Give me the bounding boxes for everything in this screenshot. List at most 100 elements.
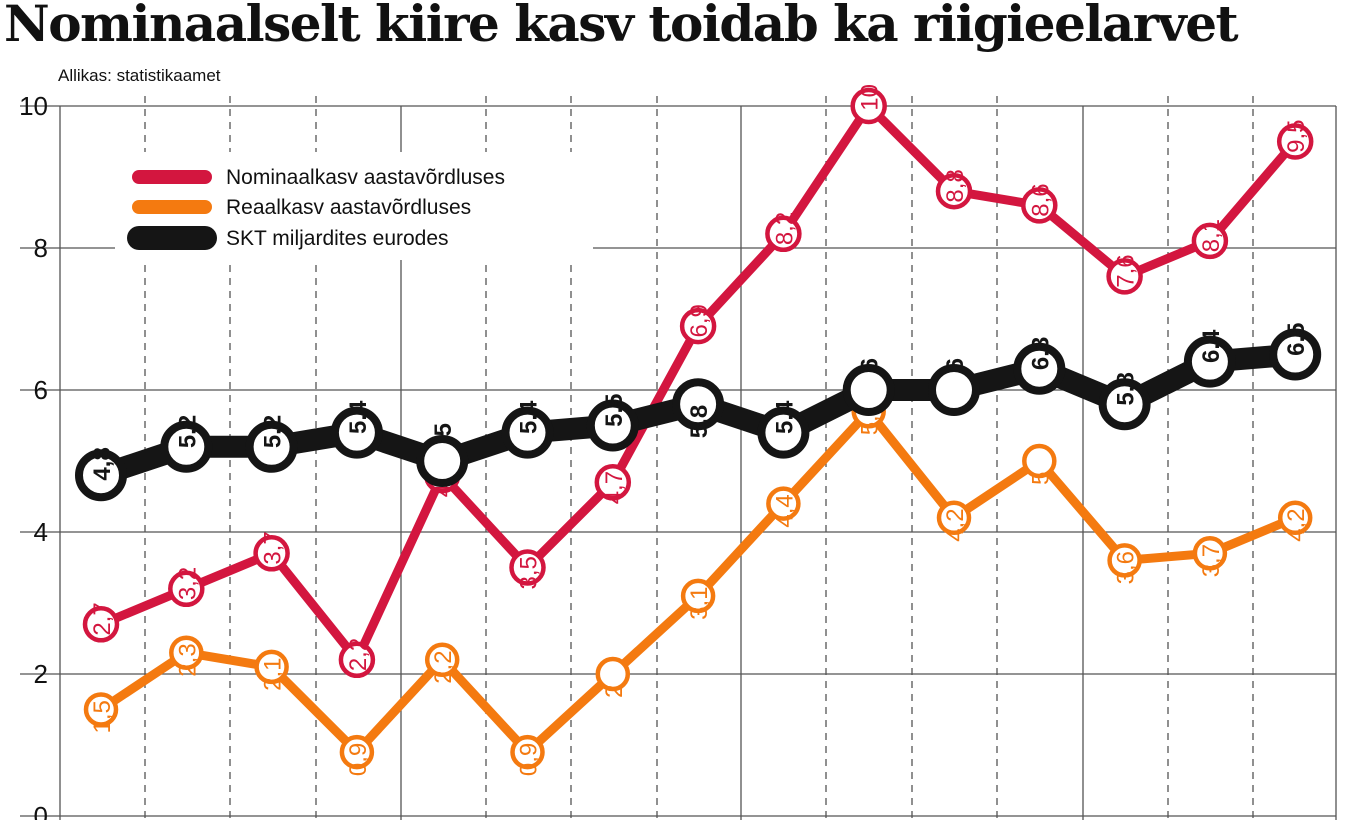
- data-label-real: 2: [601, 685, 628, 698]
- legend-item-nominal: Nominaalkasv aastavõrdluses: [132, 166, 505, 189]
- data-label-nominal: 4,7: [601, 471, 628, 504]
- series-gdp: 4,8 5,2 5,2 5,4 5 5,4 5,5 5,8 5,4 6 6 6,3 5,8 6,4 6,5: [75, 323, 1322, 502]
- data-point-real: [169, 635, 204, 670]
- data-label-gdp: 5,2: [260, 415, 287, 448]
- data-point-real: [595, 656, 631, 692]
- data-label-nominal: 3,7: [260, 531, 287, 564]
- data-point-gdp: [842, 364, 895, 416]
- data-point-real: [1192, 536, 1228, 571]
- data-label-real: 2,3: [174, 643, 201, 676]
- data-point-nominal: [338, 641, 376, 679]
- data-point-nominal: [935, 172, 973, 210]
- data-label-gdp: 6,5: [1283, 323, 1310, 356]
- data-label-real: 2,2: [430, 650, 457, 683]
- legend-label-gdp: SKT miljardites eurodes: [226, 227, 449, 250]
- data-point-gdp: [1183, 335, 1236, 388]
- data-point-nominal: [1021, 187, 1058, 224]
- data-point-real: [1107, 543, 1142, 578]
- data-point-nominal: [253, 535, 290, 572]
- data-point-nominal: [168, 570, 205, 608]
- data-point-real: [1022, 443, 1057, 479]
- series-nominal: 2,7 3,2 3,7 2,2 4,8 3,5 4,7 6,9 8,2 10 8,8 8,6 7,6 8,…: [82, 84, 1314, 679]
- data-point-nominal: [509, 549, 546, 586]
- y-tick-label: 2: [34, 659, 48, 689]
- data-point-nominal: [1276, 123, 1314, 160]
- y-tick-label: 8: [34, 233, 48, 263]
- data-point-gdp: [330, 406, 383, 459]
- data-label-gdp: 5,5: [601, 394, 628, 427]
- legend-item-gdp: SKT miljardites eurodes: [127, 226, 449, 250]
- data-label-nominal: 2,7: [89, 602, 116, 635]
- data-point-real: [424, 642, 460, 678]
- data-point-nominal: [594, 464, 632, 501]
- data-point-real: [510, 734, 545, 770]
- data-label-gdp: 6,4: [1198, 329, 1225, 363]
- data-label-gdp: 6: [942, 358, 969, 371]
- data-point-nominal: [850, 87, 887, 125]
- data-label-gdp: 5,4: [345, 400, 372, 434]
- data-point-gdp: [1269, 328, 1322, 381]
- source-note: Allikas: statistikaamet: [58, 66, 221, 85]
- data-point-gdp: [1098, 378, 1151, 431]
- data-label-real: 3,6: [1113, 551, 1140, 584]
- data-label-gdp: 4,8: [89, 447, 116, 480]
- data-point-gdp: [416, 435, 469, 487]
- data-label-real: 0,9: [516, 743, 543, 776]
- data-point-nominal: [1191, 222, 1229, 260]
- data-point-gdp: [672, 378, 725, 431]
- data-label-gdp: 6,3: [1027, 337, 1054, 370]
- data-label-nominal: 8,6: [1027, 183, 1054, 216]
- series-real: 1,52,3 2,10,92,20,923,14,45,74,253,6 3,74,…: [83, 394, 1313, 776]
- data-point-real: [766, 486, 801, 521]
- data-point-gdp: [928, 364, 980, 416]
- data-label-gdp: 5: [430, 423, 457, 436]
- data-label-real: 4,4: [771, 494, 798, 527]
- data-label-nominal: 3,5: [516, 556, 543, 589]
- chart-title: Nominaalselt kiire kasv toidab ka riigie…: [4, 0, 1239, 53]
- data-label-real: 5: [1027, 472, 1054, 485]
- data-point-gdp: [757, 406, 810, 459]
- y-tick-label: 10: [19, 91, 48, 121]
- data-label-gdp: 5,2: [174, 415, 201, 448]
- data-point-nominal: [765, 215, 802, 253]
- data-label-real: 3,1: [686, 587, 713, 620]
- data-label-gdp: 5,4: [516, 400, 543, 434]
- y-tick-label: 6: [34, 375, 48, 405]
- data-label-gdp: 5,4: [771, 400, 798, 434]
- data-point-real: [339, 734, 375, 770]
- data-point-gdp: [586, 399, 639, 452]
- data-label-nominal: 3,2: [174, 567, 201, 600]
- data-label-nominal: 9,5: [1283, 120, 1310, 153]
- y-tick-label: 0: [34, 801, 48, 820]
- data-point-real: [83, 692, 119, 727]
- data-label-nominal: 2,2: [345, 638, 372, 671]
- data-label-real: 0,9: [345, 743, 372, 776]
- data-label-gdp: 5,8: [686, 405, 713, 438]
- data-label-gdp: 6: [857, 358, 884, 371]
- data-point-nominal: [679, 307, 717, 345]
- data-label-real: 3,7: [1198, 544, 1225, 577]
- data-point-gdp: [160, 420, 213, 473]
- data-point-real: [1277, 500, 1313, 536]
- y-tick-label: 4: [34, 517, 48, 547]
- data-point-nominal: [82, 606, 120, 643]
- legend-label-nominal: Nominaalkasv aastavõrdluses: [226, 166, 505, 189]
- data-point-real: [254, 649, 289, 685]
- data-label-real: 1,5: [89, 700, 116, 733]
- data-label-real: 4,2: [1283, 508, 1310, 541]
- legend-item-real: Reaalkasv aastavõrdluses: [132, 196, 471, 219]
- data-label-nominal: 8,2: [771, 212, 798, 245]
- data-label-nominal: 6,9: [686, 304, 713, 337]
- data-label-nominal: 10: [857, 84, 884, 111]
- data-point-real: [680, 578, 716, 614]
- data-point-gdp: [245, 420, 298, 473]
- data-point-real: [936, 500, 972, 536]
- data-point-gdp: [1013, 342, 1066, 395]
- data-label-nominal: 8,8: [942, 169, 969, 202]
- legend-label-real: Reaalkasv aastavõrdluses: [226, 196, 471, 219]
- data-label-nominal: 8,1: [1198, 219, 1225, 252]
- data-point-gdp: [501, 406, 554, 459]
- data-label-real: 2,1: [260, 658, 287, 691]
- data-label-nominal: 7,6: [1113, 254, 1140, 287]
